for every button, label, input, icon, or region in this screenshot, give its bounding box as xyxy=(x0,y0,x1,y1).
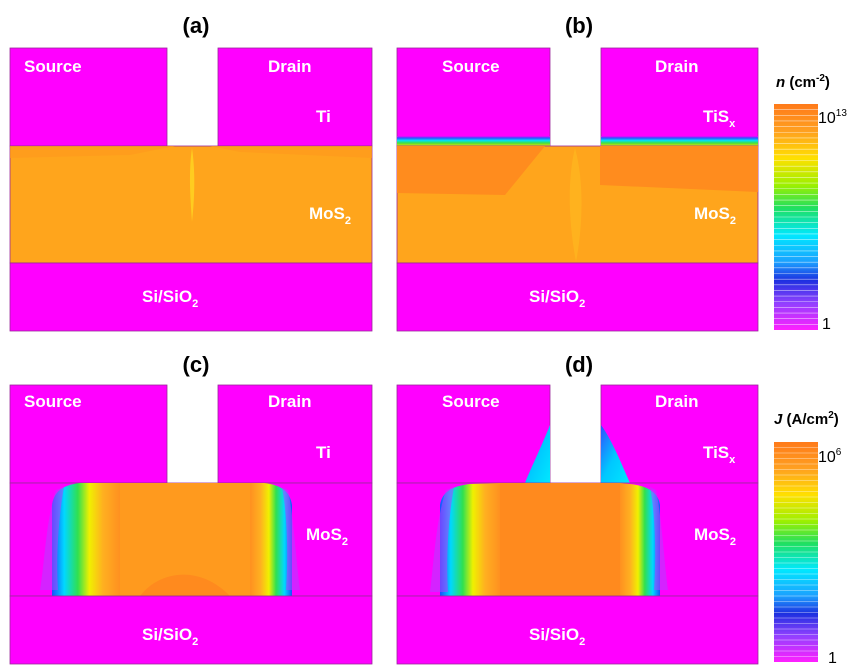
current-density-contour xyxy=(282,487,300,590)
substrate-label: Si/SiO2 xyxy=(529,287,585,310)
colorbar-j-title: J (A/cm2) xyxy=(774,410,839,428)
current-density-core xyxy=(500,483,620,596)
colorbar-j-min: 1 xyxy=(828,650,837,666)
colorbar-n-min: 1 xyxy=(822,316,831,333)
mos2-contour xyxy=(600,146,758,192)
drain-contact xyxy=(217,384,373,484)
current-density-contour xyxy=(430,487,454,592)
substrate-layer xyxy=(9,262,373,332)
metal-label: Ti xyxy=(316,107,331,126)
drain-contact xyxy=(217,47,373,147)
semiconductor-label: MoS2 xyxy=(694,204,736,227)
substrate-layer xyxy=(9,595,373,665)
substrate-label: Si/SiO2 xyxy=(142,287,198,310)
semiconductor-label: MoS2 xyxy=(309,204,351,227)
tisx-interface-layer xyxy=(601,136,758,146)
substrate-layer xyxy=(396,595,759,665)
source-contact xyxy=(396,384,551,484)
colorbar-n-title: n (cm-2) xyxy=(776,73,830,91)
mos2-contour xyxy=(210,146,372,158)
semiconductor-label: MoS2 xyxy=(694,525,736,548)
drain-label: Drain xyxy=(268,57,311,76)
current-density-contour xyxy=(650,487,668,590)
tisx-interface-layer xyxy=(397,136,550,146)
colorbar-n: n (cm-2) 1013 1 xyxy=(774,73,847,333)
drain-contact xyxy=(600,384,759,484)
current-density-contour xyxy=(440,483,500,596)
source-label: Source xyxy=(24,392,82,411)
drain-contact xyxy=(600,47,759,147)
colorbar-n-max: 1013 xyxy=(818,108,847,127)
substrate-label: Si/SiO2 xyxy=(529,625,585,648)
panel-d: (d) Source Drain TiSx MoS2 Si/SiO2 xyxy=(396,352,759,665)
current-density-contour xyxy=(620,483,660,596)
drain-label: Drain xyxy=(655,57,698,76)
panel-c: (c) Source Drain Ti MoS2 Si/SiO2 xyxy=(9,352,373,665)
tisx-wedge xyxy=(601,425,630,483)
mos2-contour xyxy=(397,146,545,195)
substrate-label: Si/SiO2 xyxy=(142,625,198,648)
source-contact xyxy=(9,47,168,147)
tisx-wedge xyxy=(525,425,550,483)
panel-a-label: (a) xyxy=(183,13,210,38)
substrate-layer xyxy=(396,262,759,332)
semiconductor-label: MoS2 xyxy=(306,525,348,548)
metal-label: TiSx xyxy=(703,107,736,130)
current-density-contour xyxy=(250,483,292,596)
mos2-contour xyxy=(10,146,175,158)
panel-b-label: (b) xyxy=(565,13,593,38)
source-contact xyxy=(9,384,168,484)
colorbar-j-max: 106 xyxy=(818,447,842,466)
current-density-contour xyxy=(140,574,230,596)
mos2-contour xyxy=(569,148,582,262)
source-label: Source xyxy=(442,57,500,76)
drain-label: Drain xyxy=(268,392,311,411)
colorbar-j: J (A/cm2) 106 1 xyxy=(774,410,842,666)
metal-label: Ti xyxy=(316,443,331,462)
panel-d-label: (d) xyxy=(565,352,593,377)
panel-a: (a) Source Drain Ti MoS2 Si/SiO2 xyxy=(9,13,373,332)
current-density-contour xyxy=(40,487,64,590)
panel-c-label: (c) xyxy=(183,352,210,377)
colorbar-j-bands xyxy=(774,447,818,657)
drain-label: Drain xyxy=(655,392,698,411)
current-density-contour xyxy=(52,483,120,596)
source-contact xyxy=(396,47,551,147)
panel-b: (b) Source Drain TiSx MoS2 Si/SiO2 xyxy=(396,13,759,332)
colorbar-n-bands xyxy=(774,109,818,325)
mos2-contour xyxy=(189,148,195,222)
metal-label: TiSx xyxy=(703,443,736,466)
source-label: Source xyxy=(442,392,500,411)
source-label: Source xyxy=(24,57,82,76)
